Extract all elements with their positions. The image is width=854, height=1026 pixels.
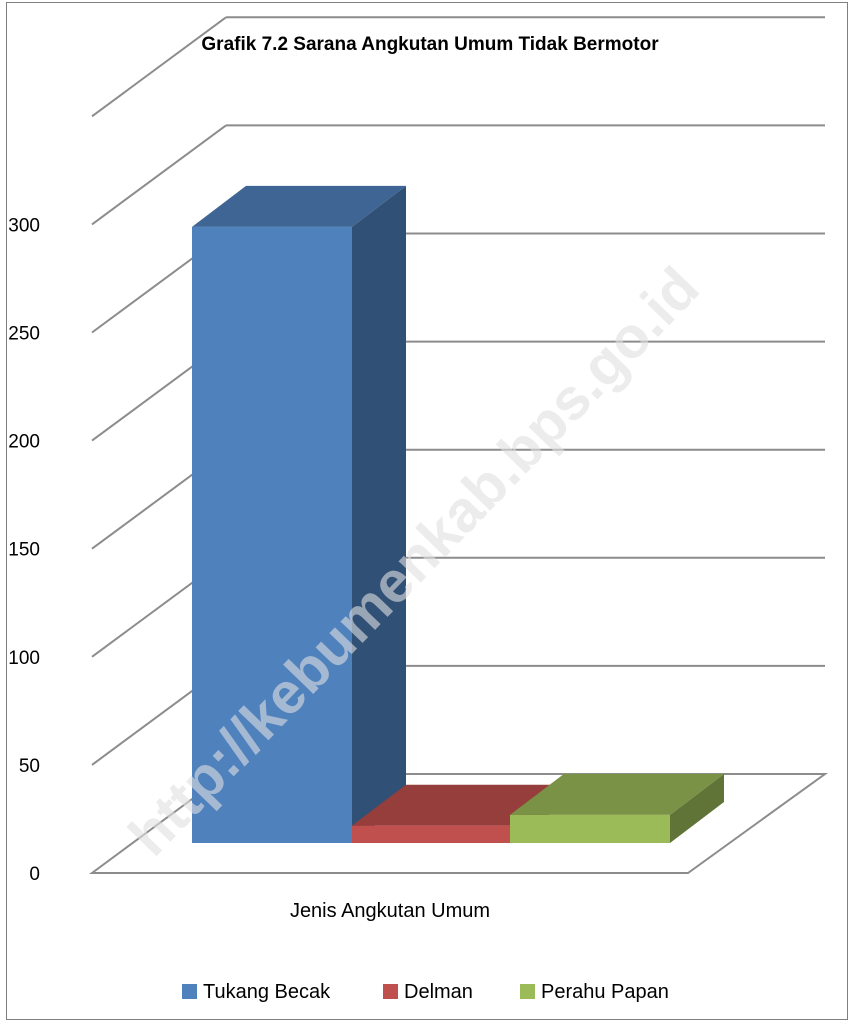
x-axis-category-label: Jenis Angkutan Umum [290,900,490,922]
legend-item: Tukang Becak [182,981,331,1003]
legend-swatch [520,984,535,999]
bar-front [352,825,512,843]
legend-swatch [383,984,398,999]
y-tick-label: 150 [8,540,40,561]
y-tick-label: 250 [8,324,40,345]
legend-item: Perahu Papan [520,981,669,1003]
bar-top [510,773,724,815]
gridline-diagonal [91,124,227,226]
legend-item: Delman [383,981,473,1003]
bar-top [192,185,406,227]
bar-front [510,814,670,843]
bars [192,185,724,843]
legend-swatch [182,984,197,999]
legend-label: Tukang Becak [203,981,331,1003]
bar-side [352,185,406,843]
gridline-diagonal [91,16,227,118]
y-tick-label: 300 [8,215,40,236]
y-tick-label: 100 [8,648,40,669]
bar-front [192,226,352,843]
legend-label: Delman [404,981,473,1003]
chart-frame [6,2,848,1020]
bar-side [670,773,724,843]
bar-perahu-papan [510,773,724,843]
y-tick-label: 50 [19,756,40,777]
legend: Tukang Becak Delman Perahu Papan [182,981,669,1003]
y-axis-ticks: 0 50 100 150 200 250 300 [8,215,40,885]
chart-title: Grafik 7.2 Sarana Angkutan Umum Tidak Be… [201,34,659,55]
bar-tukang-becak [192,185,406,843]
y-tick-label: 200 [8,432,40,453]
y-tick-label: 0 [29,864,40,885]
legend-label: Perahu Papan [541,981,669,1003]
